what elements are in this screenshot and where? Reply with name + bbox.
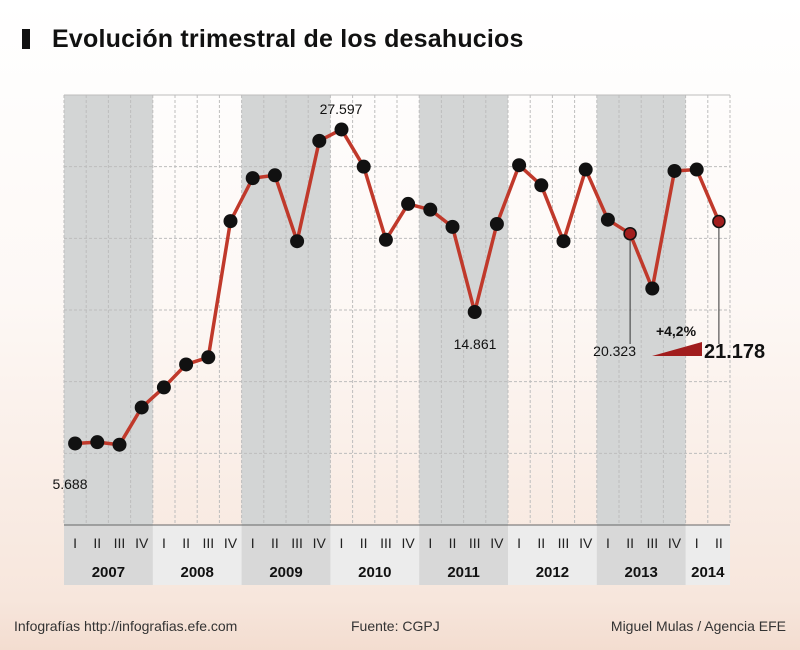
data-label-low: 14.861 [454,336,497,352]
quarter-tick-label: II [360,535,368,551]
quarter-tick-label: II [271,535,279,551]
year-axis-band [596,525,686,585]
highlighted-point [712,214,726,229]
data-point [556,234,571,249]
quarter-tick-label: II [93,535,101,551]
quarter-tick-label: I [517,535,521,551]
data-point [578,162,593,177]
quarter-tick-label: I [695,535,699,551]
year-label: 2013 [625,564,658,581]
data-point [267,168,282,183]
data-point [290,234,305,249]
title-marker [22,29,30,49]
quarter-tick-label: IV [313,535,327,551]
growth-wedge [652,342,702,356]
data-point [356,159,371,174]
quarter-tick-label: I [606,535,610,551]
quarter-tick-label: I [340,535,344,551]
data-point [201,350,216,365]
title-block: Evolución trimestral de los desahucios [22,22,524,56]
year-label: 2011 [447,564,480,581]
quarter-tick-label: II [449,535,457,551]
data-point [534,178,549,193]
data-point [467,304,482,319]
quarter-tick-label: III [646,535,658,551]
data-label-min: 5.688 [52,476,87,492]
data-point [179,357,194,372]
data-point [667,163,682,178]
year-label: 2007 [92,564,125,581]
data-point [334,122,349,137]
data-point [489,217,504,231]
quarter-tick-label: II [182,535,190,551]
data-point [134,400,149,415]
year-axis-band [64,525,153,585]
quarter-tick-label: IV [135,535,149,551]
data-point [512,158,527,173]
footer-source: Fuente: CGPJ [351,618,440,634]
quarter-tick-label: IV [224,535,238,551]
data-point [378,232,393,247]
data-point [645,281,660,296]
data-point [223,214,238,229]
data-point [689,162,704,177]
quarter-tick-label: III [202,535,214,551]
data-point [401,196,416,211]
year-label: 2008 [181,564,214,581]
quarter-tick-label: III [558,535,570,551]
year-label: 2014 [691,564,725,581]
quarter-tick-label: I [251,535,255,551]
data-point [156,380,171,395]
quarter-tick-label: II [626,535,634,551]
footer-author: Miguel Mulas / Agencia EFE [610,618,786,634]
quarter-tick-label: IV [401,535,415,551]
footer-credit: Infografías http://infografias.efe.com [14,618,238,634]
quarter-tick-label: III [291,535,303,551]
growth-label: +4,2% [656,323,697,339]
quarter-tick-label: IV [490,535,504,551]
year-axis-band [419,525,508,585]
year-label: 2009 [269,564,302,581]
data-point [90,435,105,450]
data-point [445,219,460,234]
quarter-tick-label: III [469,535,481,551]
quarter-tick-label: I [162,535,166,551]
year-axis-band [241,525,331,585]
data-point [112,437,127,452]
data-label-2014: 21.178 [704,341,765,363]
year-label: 2012 [536,564,569,581]
year-label: 2010 [358,564,391,581]
quarter-tick-label: III [114,535,126,551]
quarter-tick-label: II [537,535,545,551]
highlighted-point [623,226,637,241]
quarter-tick-label: I [428,535,432,551]
data-point [245,171,260,186]
quarter-tick-label: I [73,535,77,551]
chart-title: Evolución trimestral de los desahucios [52,24,524,53]
quarter-tick-label: IV [668,535,682,551]
quarter-tick-label: II [715,535,723,551]
quarter-tick-label: III [380,535,392,551]
data-label-max: 27.597 [320,101,363,117]
data-point [68,436,83,451]
data-point [600,212,615,227]
quarter-tick-label: IV [579,535,593,551]
data-point [312,133,327,148]
data-label-2013: 20.323 [593,343,636,359]
data-point [423,202,438,217]
